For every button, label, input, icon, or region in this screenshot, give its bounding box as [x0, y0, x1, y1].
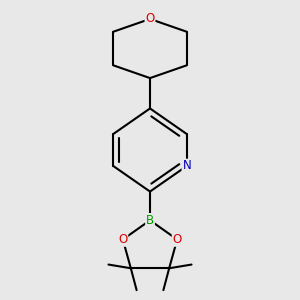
Text: O: O	[172, 233, 182, 246]
Text: O: O	[118, 233, 128, 246]
Text: O: O	[146, 13, 154, 26]
Text: N: N	[182, 160, 191, 172]
Text: B: B	[146, 214, 154, 227]
